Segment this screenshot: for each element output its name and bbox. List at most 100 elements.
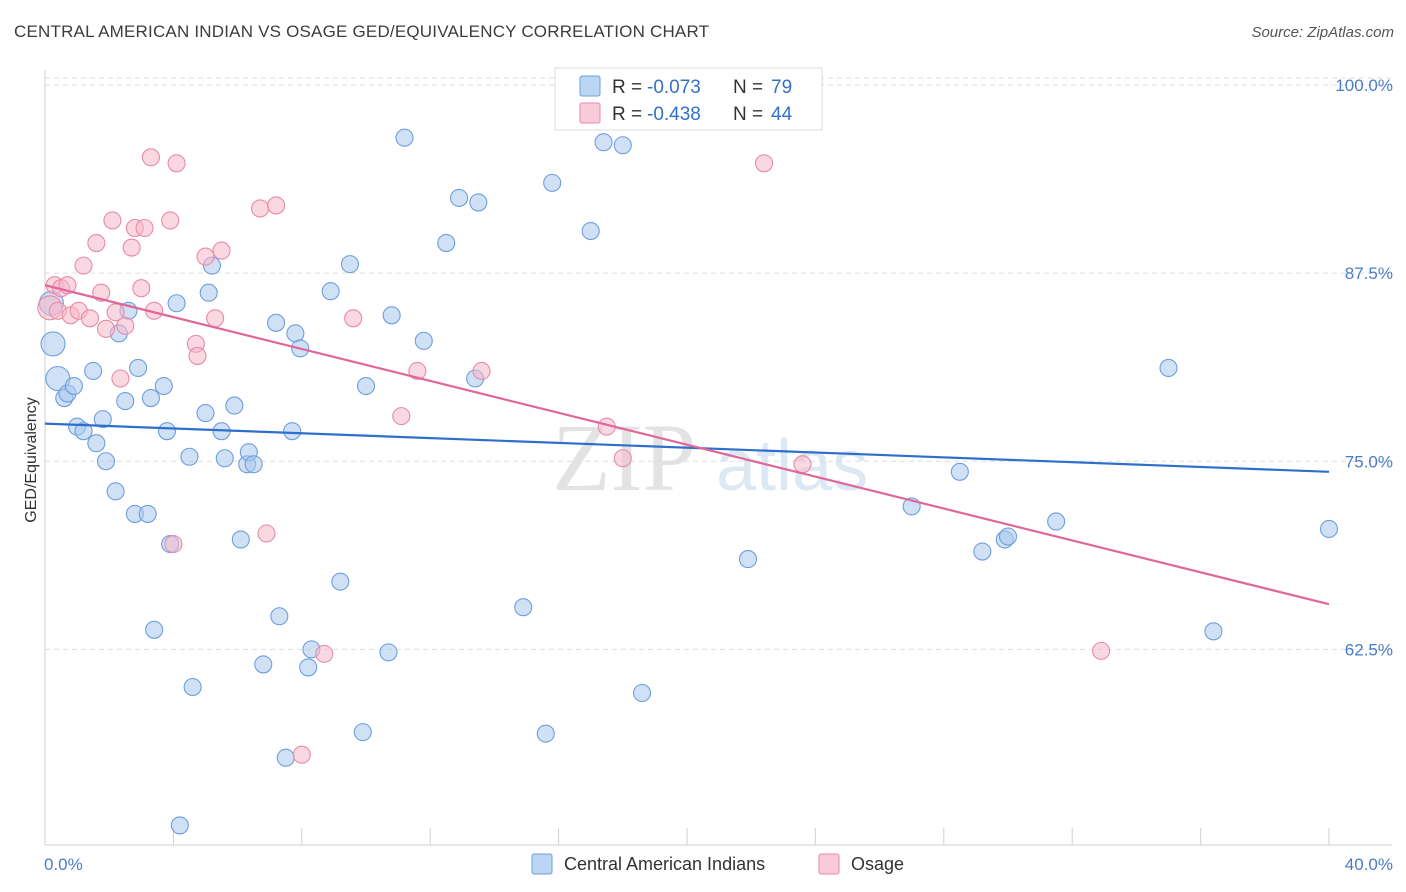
legend-r-label-2: R = (612, 104, 642, 125)
central-american-indians-point (64, 376, 83, 396)
central-american-indians-point (196, 404, 215, 423)
central-american-indians-point (950, 462, 969, 481)
osage-trendline (44, 284, 1330, 606)
legend-r-value-2: -0.438 (647, 104, 701, 125)
central-american-indians-point (1319, 519, 1339, 539)
x-tick-label: 40.0% (1345, 855, 1393, 874)
central-american-indians-point (74, 422, 93, 441)
central-american-indians-point (276, 748, 295, 767)
central-american-indians-point (84, 361, 103, 381)
central-american-indians-point (231, 530, 250, 549)
y-tick-label: 75.0% (1345, 452, 1393, 471)
legend-swatch-blue (579, 75, 601, 97)
y-tick-labels: 62.5% 75.0% 87.5% 100.0% (1335, 76, 1393, 659)
osage-point (132, 279, 151, 298)
central-american-indians-point (356, 376, 376, 396)
legend-n-value-2: 44 (771, 104, 793, 125)
osage-point (315, 644, 334, 663)
central-american-indians-point (299, 658, 318, 677)
x-ticks (44, 828, 1330, 845)
central-american-indians-point (340, 255, 360, 274)
y-axis-label: GED/Equivalency (23, 397, 40, 522)
y-tick-label: 87.5% (1345, 264, 1393, 283)
grid-lines (45, 77, 1392, 650)
central-american-indians-point (106, 482, 125, 501)
central-american-indians-point (998, 527, 1018, 546)
central-american-indians-point (167, 294, 186, 313)
central-american-indians-point (180, 447, 199, 466)
osage-point (267, 196, 286, 215)
osage-point (472, 361, 491, 381)
central-american-indians-point (154, 376, 173, 396)
central-american-indians-point (379, 643, 398, 662)
y-tick-label: 62.5% (1345, 640, 1393, 659)
osage-point (103, 211, 122, 230)
osage-point (206, 309, 225, 328)
central-american-indians-point (414, 331, 433, 350)
central-american-indians-point (286, 324, 305, 343)
legend-r-label-1: R = (612, 77, 642, 98)
x-tick-label: 0.0% (44, 855, 83, 874)
axes (44, 70, 1392, 846)
central-american-indians-point (283, 422, 302, 441)
osage-point (251, 199, 270, 218)
osage-point (161, 211, 180, 230)
central-american-indians-point (543, 173, 562, 192)
legend-n-label-1: N = (733, 77, 763, 98)
osage-point (793, 455, 812, 474)
central-american-indians-point (93, 410, 112, 429)
osage-point (96, 319, 116, 338)
central-american-indians-point (145, 620, 164, 639)
central-american-indians-point (469, 193, 488, 212)
central-american-indians-point (450, 188, 469, 207)
central-american-indians-point (1159, 358, 1178, 378)
central-american-indians-point (973, 542, 992, 561)
central-american-indians-point (225, 396, 244, 415)
chart-title: CENTRAL AMERICAN INDIAN VS OSAGE GED/EQU… (14, 22, 710, 41)
central-american-indians-point (87, 434, 106, 453)
central-american-indians-point (536, 724, 555, 743)
central-american-indians-point (270, 607, 289, 626)
central-american-indians-point (633, 683, 652, 703)
y-tick-label: 100.0% (1335, 76, 1393, 95)
central-american-indians-point (199, 283, 218, 302)
osage-point (196, 247, 215, 266)
central-american-indians-point (254, 655, 273, 674)
legend-swatch-pink (579, 102, 601, 124)
osage-point (164, 534, 183, 554)
bottom-legend: Central American Indians Osage (531, 853, 904, 875)
source-label: Source: ZipAtlas.com (1251, 24, 1394, 41)
legend-n-label-2: N = (733, 104, 763, 125)
bottom-legend-swatch-pink (818, 853, 840, 875)
central-american-indians-point (116, 392, 135, 411)
central-american-indians-point (1047, 512, 1066, 531)
central-american-indians-point (96, 452, 116, 471)
osage-point (188, 346, 207, 365)
central-american-indians-point (395, 128, 414, 147)
central-american-indians-point (594, 133, 613, 152)
central-american-indians-point (1204, 622, 1223, 641)
central-american-indians-point (138, 504, 157, 523)
x-tick-labels: 0.0% 40.0% (44, 855, 1393, 874)
osage-point (122, 238, 141, 257)
osage-point (392, 407, 411, 426)
central-american-indians-point (267, 313, 286, 332)
osage-point (613, 449, 632, 468)
series-osage (37, 148, 1111, 764)
central-american-indians-trendline (44, 422, 1330, 473)
central-american-indians-point (141, 389, 160, 408)
top-legend: R = -0.073 N = 79 R = -0.438 N = 44 (554, 67, 823, 131)
central-american-indians-point (244, 455, 263, 474)
central-american-indians-point (514, 598, 533, 617)
bottom-legend-label-blue: Central American Indians (564, 854, 765, 874)
central-american-indians-point (353, 723, 372, 742)
central-american-indians-point (129, 358, 148, 378)
central-american-indians-point (437, 234, 456, 253)
central-american-indians-point (581, 221, 600, 241)
central-american-indians-point (382, 306, 401, 325)
osage-point (292, 745, 311, 764)
osage-point (74, 256, 93, 275)
osage-point (754, 154, 774, 173)
bottom-legend-swatch-blue (531, 853, 553, 875)
